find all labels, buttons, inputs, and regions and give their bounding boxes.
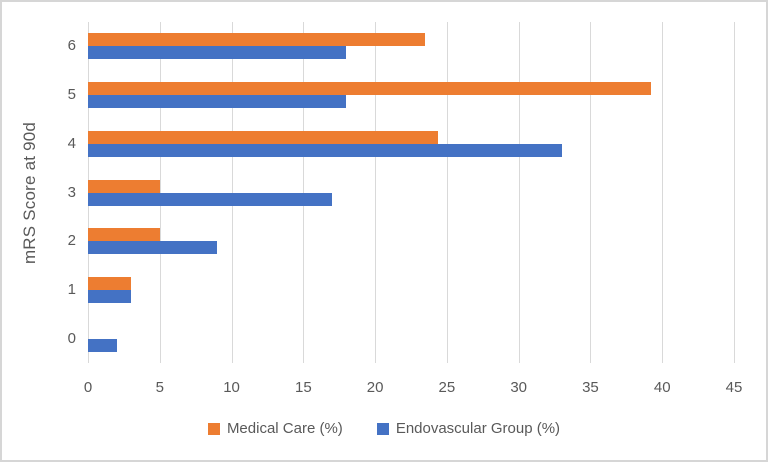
legend-swatch-icon [376, 422, 389, 435]
legend-item-endovascular-group: Endovascular Group (%) [376, 420, 561, 437]
x-tick-label-40: 40 [653, 379, 671, 396]
bar-medical-care-mrs-5 [88, 82, 651, 96]
y-tick-label-5: 5 [67, 86, 76, 104]
x-tick-label-20: 20 [366, 379, 384, 396]
x-tick-label-5: 5 [155, 379, 164, 396]
bar-endovascular-group-mrs-2 [88, 241, 217, 255]
x-tick-label-25: 25 [438, 379, 456, 396]
y-tick-label-6: 6 [67, 37, 76, 55]
x-tick-label-15: 15 [294, 379, 312, 396]
bar-endovascular-group-mrs-4 [88, 143, 562, 157]
y-tick-label-2: 2 [67, 232, 76, 250]
bar-medical-care-mrs-4 [88, 130, 438, 144]
y-tick-label-1: 1 [67, 280, 76, 298]
bar-endovascular-group-mrs-3 [88, 192, 332, 206]
legend: Medical Care (%) Endovascular Group (%) [2, 420, 766, 437]
plot-area [88, 22, 735, 363]
bar-medical-care-mrs-3 [88, 179, 160, 193]
bar-medical-care-mrs-1 [88, 276, 131, 290]
y-axis-tick-labels: 6 5 4 3 2 1 0 [2, 22, 76, 363]
x-tick-label-35: 35 [582, 379, 599, 396]
bar-endovascular-group-mrs-5 [88, 95, 346, 109]
bar-endovascular-group-mrs-0 [88, 338, 117, 352]
gridline-40 [662, 22, 663, 363]
y-tick-label-4: 4 [67, 134, 76, 152]
x-axis-tick-labels: 0 5 10 15 20 25 30 35 40 45 [84, 378, 743, 398]
gridline-30 [519, 22, 520, 363]
bar-medical-care-mrs-2 [88, 228, 160, 242]
gridline-25 [447, 22, 448, 363]
legend-label: Endovascular Group (%) [395, 420, 561, 437]
x-tick-label-0: 0 [83, 379, 93, 396]
legend-item-medical-care: Medical Care (%) [207, 420, 343, 437]
gridline-45 [734, 22, 735, 363]
bar-medical-care-mrs-6 [88, 33, 425, 47]
bar-endovascular-group-mrs-1 [88, 289, 131, 303]
x-tick-label-45: 45 [725, 379, 743, 396]
legend-label: Medical Care (%) [226, 420, 343, 437]
gridline-35 [590, 22, 591, 363]
x-tick-label-30: 30 [510, 379, 527, 396]
bar-endovascular-group-mrs-6 [88, 46, 346, 60]
y-tick-label-3: 3 [67, 183, 76, 201]
x-tick-label-10: 10 [223, 379, 240, 396]
gridline-20 [375, 22, 376, 363]
legend-swatch-icon [207, 422, 220, 435]
y-tick-label-0: 0 [67, 329, 76, 347]
